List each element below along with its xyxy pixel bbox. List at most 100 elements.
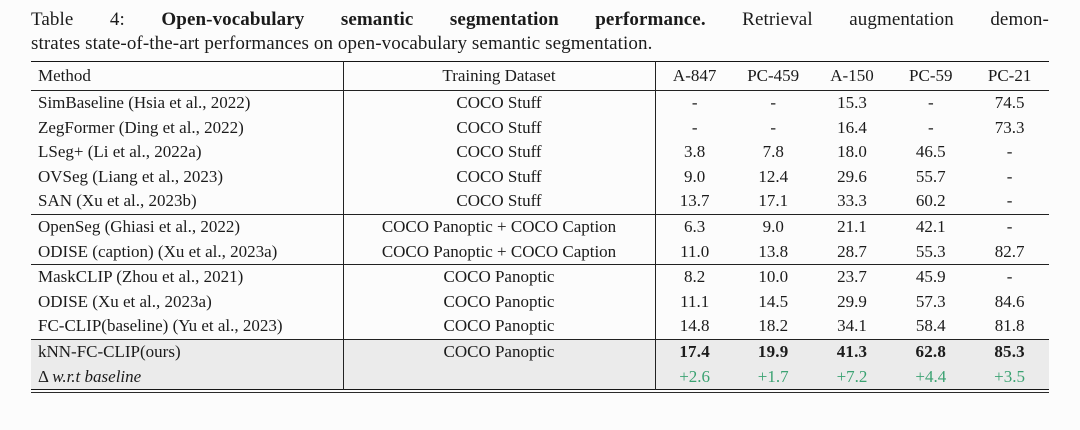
score-cell-pc-59: - xyxy=(927,93,934,112)
dataset-cell: COCO Stuff xyxy=(343,90,656,116)
score-cell-pc-459: 17.1 xyxy=(758,191,789,211)
coco-panoptic-group: MaskCLIP (Zhou et al., 2021) COCO Panopti… xyxy=(31,264,1049,340)
col-header-pc-21: PC-21 xyxy=(970,61,1049,91)
dataset-cell: COCO Panoptic xyxy=(343,314,656,340)
score-cell-pc-459: 10.0 xyxy=(758,267,789,287)
coco-panoptic-caption-group: OpenSeg (Ghiasi et al., 2022) COCO Panopt… xyxy=(31,214,1049,265)
score-cell-pc-21: 74.5 xyxy=(994,93,1025,112)
score-cell-pc-459: +1.7 xyxy=(733,364,813,390)
dataset-cell: COCO Panoptic + COCO Caption xyxy=(343,214,656,240)
dataset-cell: COCO Panoptic xyxy=(343,264,656,290)
dataset-cell: COCO Stuff xyxy=(343,164,656,190)
score-cell-a-150: 21.1 xyxy=(837,216,867,236)
score-cell-a-150: 23.7 xyxy=(837,267,867,287)
score-cell-pc-21: - xyxy=(1006,216,1013,236)
method-cell: kNN-FC-CLIP(ours) xyxy=(31,339,344,365)
method-cell: LSeg+ (Li et al., 2022a) xyxy=(31,140,344,165)
score-cell-pc-459: 12.4 xyxy=(758,166,789,186)
table-row-openseg-ghiasi-et-al-2022: OpenSeg (Ghiasi et al., 2022) COCO Panopt… xyxy=(31,214,1049,240)
score-cell-a-150: 29.9 xyxy=(837,291,867,311)
score-cell-pc-459: - xyxy=(770,93,777,112)
results-table-wrapper: Method Training Dataset A-847 PC-459 A-150 PC… xyxy=(31,61,1049,393)
table-row-zegformer-ding-et-al-2022: ZegFormer (Ding et al., 2022) COCO Stuff -… xyxy=(31,115,1049,141)
caption-line-1: Table 4: Open-vocabulary semantic segmen… xyxy=(31,8,1049,32)
score-cell-a-847: 11.0 xyxy=(680,241,710,261)
score-cell-pc-21: - xyxy=(1006,267,1013,287)
score-cell-a-150: 16.4 xyxy=(837,117,867,137)
score-cell-a-847: 17.4 xyxy=(655,339,734,365)
dataset-cell: COCO Panoptic xyxy=(343,289,656,315)
score-cell-pc-59: 46.5 xyxy=(915,142,946,162)
table-caption: Table 4: Open-vocabulary semantic segmen… xyxy=(31,8,1049,56)
delta-icon: Δ xyxy=(38,366,53,386)
table-row-fc-clip-baseline-yu-et-al-2023: FC-CLIP(baseline) (Yu et al., 2023) COCO … xyxy=(31,314,1049,340)
score-cell-a-847: 14.8 xyxy=(679,316,710,336)
caption-line-2: strates state-of-the-art performances on… xyxy=(31,33,653,54)
score-cell-pc-21: 84.6 xyxy=(994,291,1025,311)
table-row-odise-caption-xu-et-al-2023a: ODISE (caption) (Xu et al., 2023a) COCO P… xyxy=(31,239,1049,265)
score-cell-pc-59: 58.4 xyxy=(915,316,946,336)
score-cell-a-847: 11.1 xyxy=(680,291,710,311)
table-row-knn-fc-clip-ours: kNN-FC-CLIP(ours) COCO Panoptic 17.4 19.9 41… xyxy=(31,339,1049,365)
method-cell: OpenSeg (Ghiasi et al., 2022) xyxy=(31,214,344,240)
header-row: Method Training Dataset A-847 PC-459 A-150 PC… xyxy=(31,61,1049,91)
method-cell: ODISE (caption) (Xu et al., 2023a) xyxy=(31,239,344,265)
table-row-simbaseline-hsia-et-al-2022: SimBaseline (Hsia et al., 2022) COCO Stuf… xyxy=(31,90,1049,116)
col-header-a-847: A-847 xyxy=(655,61,734,91)
score-cell-a-150: 41.3 xyxy=(812,339,892,365)
method-cell: OVSeg (Liang et al., 2023) xyxy=(31,164,344,190)
method-cell: FC-CLIP(baseline) (Yu et al., 2023) xyxy=(31,314,344,340)
dataset-cell: COCO Stuff xyxy=(343,115,656,141)
ours-group: kNN-FC-CLIP(ours) COCO Panoptic 17.4 19.9 41… xyxy=(31,339,1049,390)
score-cell-a-150: 15.3 xyxy=(837,93,867,112)
table-row-odise-xu-et-al-2023a: ODISE (Xu et al., 2023a) COCO Panoptic 11.… xyxy=(31,289,1049,315)
score-cell-pc-21: 85.3 xyxy=(970,339,1049,365)
score-cell-pc-59: 57.3 xyxy=(915,291,946,311)
caption-title: Open-vocabulary semantic segmentation pe… xyxy=(161,9,706,30)
score-cell-a-150: 28.7 xyxy=(837,241,867,261)
method-cell: MaskCLIP (Zhou et al., 2021) xyxy=(31,264,344,290)
score-cell-pc-459: 18.2 xyxy=(758,316,789,336)
score-cell-pc-21: 73.3 xyxy=(994,117,1025,137)
score-cell-pc-59: 55.3 xyxy=(915,241,946,261)
score-cell-a-150: 18.0 xyxy=(837,142,867,162)
score-cell-a-847: 6.3 xyxy=(684,216,706,236)
score-cell-a-150: 33.3 xyxy=(837,191,867,211)
score-cell-pc-59: - xyxy=(927,117,934,137)
score-cell-pc-59: 45.9 xyxy=(915,267,946,287)
coco-stuff-group: SimBaseline (Hsia et al., 2022) COCO Stuf… xyxy=(31,90,1049,215)
score-cell-a-847: 13.7 xyxy=(679,191,710,211)
method-cell: ZegFormer (Ding et al., 2022) xyxy=(31,115,344,141)
score-cell-pc-459: 9.0 xyxy=(762,216,784,236)
table-header: Method Training Dataset A-847 PC-459 A-150 PC… xyxy=(31,61,1049,91)
table-row-ovseg-liang-et-al-2023: OVSeg (Liang et al., 2023) COCO Stuff 9.0 1… xyxy=(31,164,1049,190)
score-cell-pc-459: 19.9 xyxy=(733,339,813,365)
caption-label: Table 4: xyxy=(31,9,125,30)
score-cell-pc-21: 81.8 xyxy=(994,316,1025,336)
score-cell-a-847: +2.6 xyxy=(655,364,734,390)
score-cell-a-847: 8.2 xyxy=(684,267,706,287)
dataset-cell: COCO Panoptic + COCO Caption xyxy=(343,239,656,265)
score-cell-pc-459: 14.5 xyxy=(758,291,789,311)
score-cell-pc-459: 7.8 xyxy=(762,142,784,162)
dataset-cell xyxy=(343,364,656,390)
table-row-lseg-li-et-al-2022a: LSeg+ (Li et al., 2022a) COCO Stuff 3.8 7.8… xyxy=(31,140,1049,165)
col-header-method: Method xyxy=(31,61,344,91)
results-table: Method Training Dataset A-847 PC-459 A-150 PC… xyxy=(31,61,1049,391)
delta-label: w.r.t baseline xyxy=(52,366,142,386)
score-cell-pc-59: +4.4 xyxy=(891,364,971,390)
score-cell-pc-459: - xyxy=(770,117,777,137)
col-header-pc-459: PC-459 xyxy=(733,61,813,91)
method-cell: SimBaseline (Hsia et al., 2022) xyxy=(31,90,344,116)
col-header-training-dataset: Training Dataset xyxy=(343,61,656,91)
method-cell: Δ w.r.t baseline xyxy=(31,364,344,390)
score-cell-a-150: 29.6 xyxy=(837,166,867,186)
score-cell-a-847: 3.8 xyxy=(684,142,706,162)
dataset-cell: COCO Stuff xyxy=(343,189,656,215)
score-cell-pc-459: 13.8 xyxy=(758,241,789,261)
dataset-cell: COCO Stuff xyxy=(343,140,656,165)
method-cell: SAN (Xu et al., 2023b) xyxy=(31,189,344,215)
col-header-a-150: A-150 xyxy=(812,61,892,91)
score-cell-a-847: - xyxy=(691,117,698,137)
